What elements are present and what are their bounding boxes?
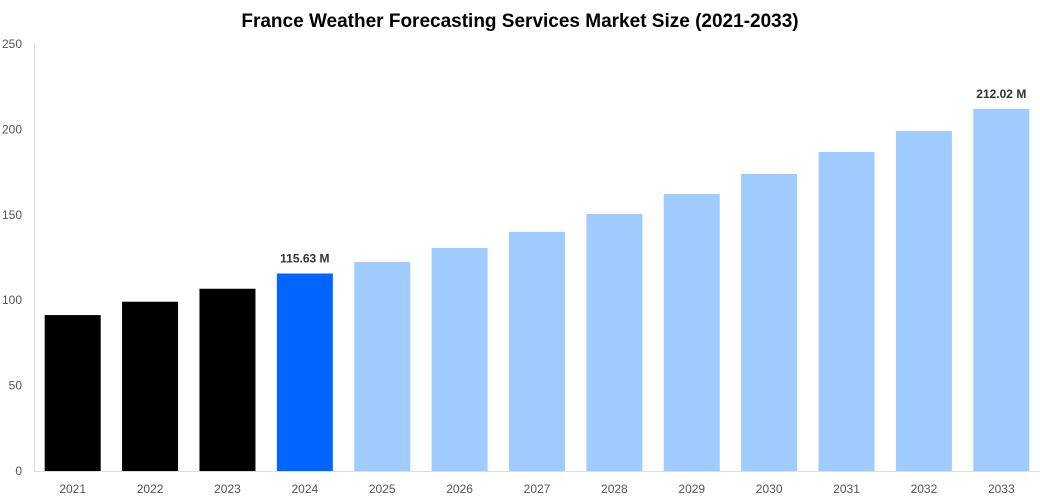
x-tick-label: 2029	[678, 482, 705, 496]
y-tick-label: 50	[9, 379, 23, 393]
y-tick-label: 250	[2, 37, 22, 51]
x-tick-label: 2032	[911, 482, 938, 496]
bar-2026	[431, 247, 488, 471]
x-tick-label: 2030	[756, 482, 783, 496]
y-tick-label: 150	[2, 208, 22, 222]
y-tick-label: 200	[2, 122, 22, 136]
bar-2021	[44, 315, 101, 471]
x-tick-label: 2027	[524, 482, 551, 496]
bar-2023	[199, 288, 256, 471]
x-tick-label: 2023	[214, 482, 241, 496]
x-tick-label: 2024	[291, 482, 318, 496]
y-tick-label: 100	[2, 293, 22, 307]
bar-2022	[122, 301, 179, 471]
bar-2031	[818, 151, 875, 471]
bar-2033	[973, 108, 1030, 471]
x-tick-label: 2021	[59, 482, 86, 496]
bar-2029	[663, 193, 720, 471]
x-tick-label: 2025	[369, 482, 396, 496]
x-tick-label: 2026	[446, 482, 473, 496]
bar-2025	[354, 261, 411, 471]
bar-2027	[509, 231, 565, 471]
bar-2024	[276, 273, 333, 471]
data-label-2024: 115.63 M	[280, 252, 329, 266]
data-label-2033: 212.02 M	[976, 87, 1026, 101]
x-tick-label: 2022	[137, 482, 164, 496]
x-tick-label: 2033	[988, 482, 1015, 496]
bar-2028	[586, 213, 643, 472]
chart-title: France Weather Forecasting Services Mark…	[241, 11, 798, 32]
x-tick-label: 2028	[601, 482, 628, 496]
bar-2032	[895, 131, 952, 471]
x-tick-label: 2031	[833, 482, 860, 496]
y-tick-label: 0	[15, 464, 22, 478]
bar-2030	[741, 173, 798, 471]
